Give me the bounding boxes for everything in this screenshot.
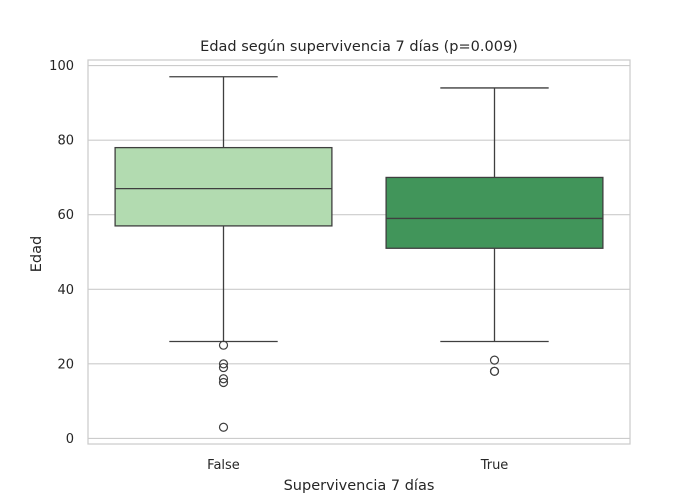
y-tick-label: 80: [57, 134, 74, 149]
outlier-point: [489, 355, 500, 365]
outlier-point: [218, 422, 229, 432]
boxes: [114, 76, 604, 432]
outlier-point: [489, 366, 500, 376]
y-tick-label: 20: [57, 357, 74, 372]
outlier-point: [218, 374, 229, 384]
x-tick-label: False: [207, 458, 240, 473]
plot-frame: [87, 59, 631, 445]
outlier-point: [218, 340, 229, 350]
iqr-box: [385, 176, 604, 249]
outlier-point: [218, 377, 229, 388]
chart-title: Edad según supervivencia 7 días (p=0.009…: [200, 39, 518, 55]
grid: [88, 65, 630, 439]
iqr-box: [114, 146, 333, 227]
y-tick-label: 0: [66, 432, 74, 447]
tick-labels: 0 20 40 60 80 100 False True: [49, 59, 508, 473]
x-tick-label: True: [480, 458, 509, 473]
y-tick-label: 40: [57, 283, 74, 298]
y-axis-title: Edad: [29, 236, 45, 272]
y-tick-label: 60: [57, 208, 74, 223]
x-axis-title: Supervivencia 7 días: [284, 478, 435, 494]
y-tick-label: 100: [49, 59, 74, 74]
outlier-point: [218, 359, 229, 369]
outlier-point: [218, 362, 229, 373]
box-group-true: [385, 87, 604, 376]
box-group-false: [114, 76, 333, 432]
